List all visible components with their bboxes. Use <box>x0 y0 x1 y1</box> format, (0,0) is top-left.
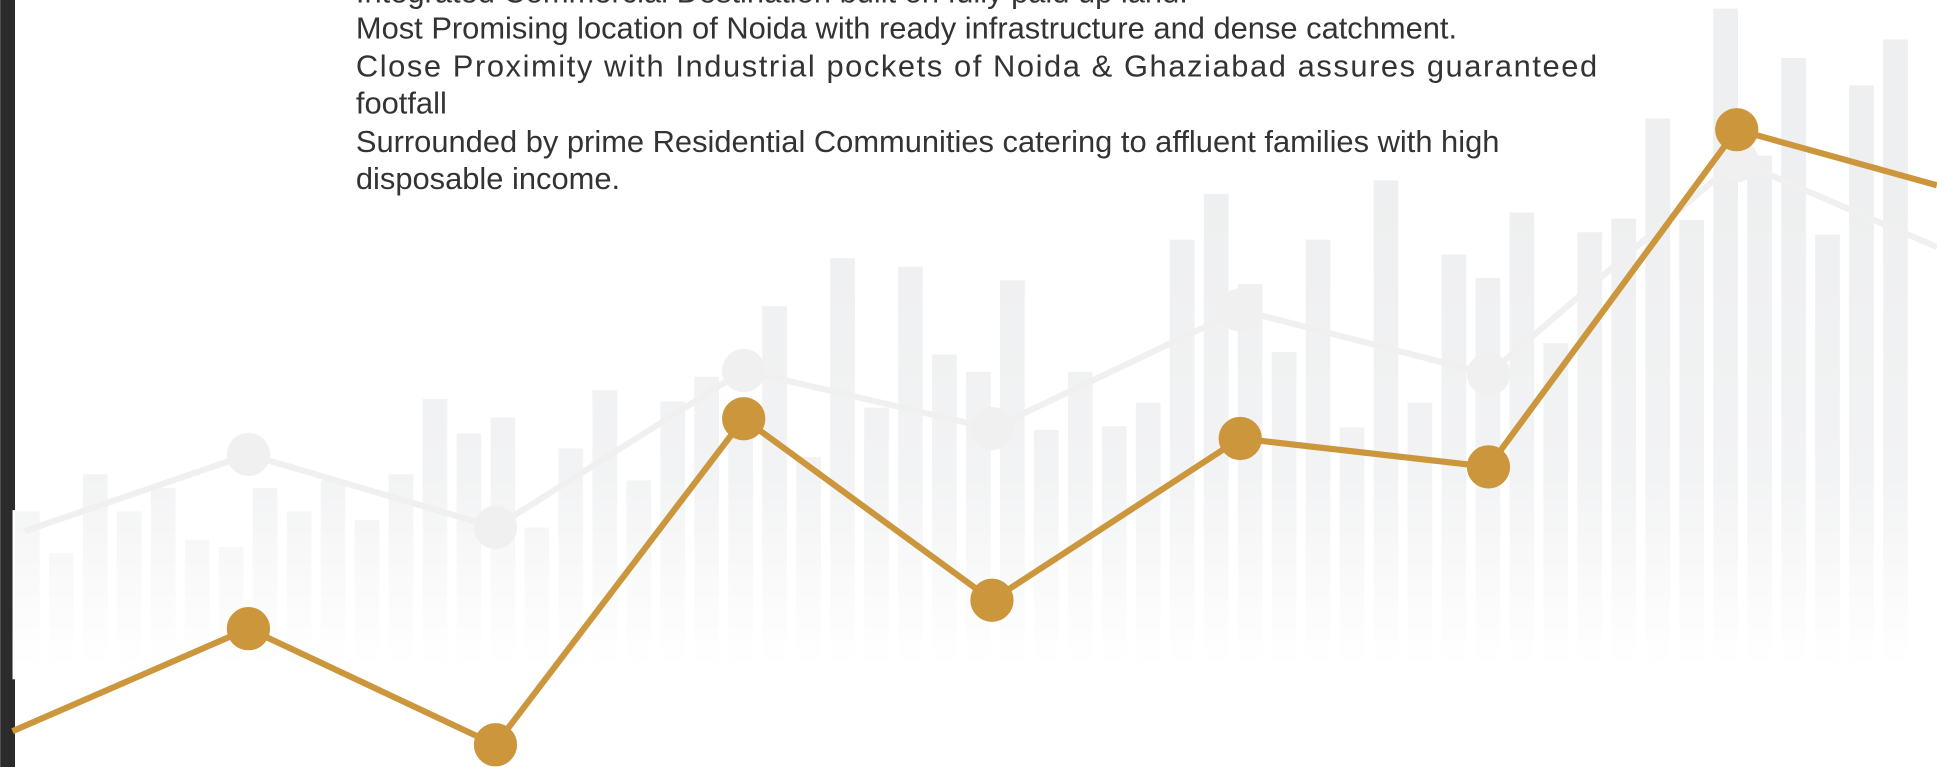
text-line: disposable income. <box>356 161 620 196</box>
text-line: footfall <box>356 86 447 121</box>
text-line: Most Promising location of Noida with re… <box>356 10 1457 45</box>
text-line: Integrated Commercial Destination built … <box>356 0 1188 9</box>
gold-line <box>11 108 1937 767</box>
text-line: Surrounded by prime Residential Communit… <box>356 124 1500 159</box>
text-line: Close Proximity with Industrial pockets … <box>356 49 1597 84</box>
background-bars <box>14 8 1908 667</box>
text-block: Integrated Commercial Destination built … <box>356 0 1597 196</box>
left-edge <box>0 0 15 767</box>
